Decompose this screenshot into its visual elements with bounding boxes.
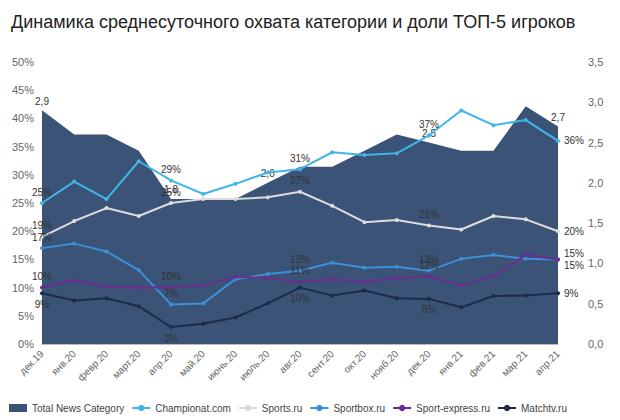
svg-text:15%: 15% — [12, 253, 34, 265]
svg-text:Total News Category: Total News Category — [32, 403, 124, 414]
svg-text:12%: 12% — [419, 260, 439, 271]
svg-text:25%: 25% — [32, 187, 52, 198]
svg-text:31%: 31% — [290, 153, 310, 164]
svg-text:45%: 45% — [12, 84, 34, 96]
svg-text:29%: 29% — [161, 164, 181, 175]
svg-text:30%: 30% — [12, 169, 34, 181]
svg-text:июль.20: июль.20 — [237, 348, 272, 383]
svg-text:май.20: май.20 — [177, 348, 208, 379]
svg-text:36%: 36% — [564, 135, 584, 146]
svg-text:8%: 8% — [422, 304, 437, 315]
svg-text:21%: 21% — [419, 209, 439, 220]
svg-text:сент.20: сент.20 — [305, 348, 337, 380]
svg-text:1,5: 1,5 — [588, 217, 603, 229]
svg-text:15%: 15% — [564, 260, 584, 271]
svg-text:дек.19: дек.19 — [17, 348, 46, 377]
svg-text:янв.21: янв.21 — [436, 348, 465, 377]
svg-text:11%: 11% — [290, 265, 309, 276]
svg-text:март.20: март.20 — [110, 348, 143, 381]
svg-text:2,5: 2,5 — [588, 137, 603, 149]
svg-text:20%: 20% — [564, 226, 584, 237]
svg-text:3,0: 3,0 — [588, 96, 603, 108]
svg-text:13%: 13% — [290, 254, 310, 265]
svg-text:3,5: 3,5 — [588, 56, 603, 68]
svg-text:2,0: 2,0 — [260, 168, 275, 180]
svg-text:40%: 40% — [12, 112, 34, 124]
svg-text:20%: 20% — [12, 225, 34, 237]
svg-text:5%: 5% — [18, 310, 34, 322]
svg-text:фев.21: фев.21 — [466, 348, 497, 379]
svg-text:янв.20: янв.20 — [49, 348, 78, 377]
svg-text:0%: 0% — [18, 338, 34, 350]
svg-text:0,0: 0,0 — [588, 338, 603, 350]
svg-text:Sport-express.ru: Sport-express.ru — [416, 403, 490, 414]
svg-text:окт.20: окт.20 — [341, 348, 368, 375]
svg-text:дек.20: дек.20 — [404, 348, 433, 377]
svg-text:25%: 25% — [161, 187, 181, 198]
svg-text:27%: 27% — [290, 175, 310, 186]
svg-text:10%: 10% — [32, 271, 52, 282]
svg-text:апр.20: апр.20 — [146, 348, 176, 378]
svg-text:25%: 25% — [12, 197, 34, 209]
svg-text:нояб.20: нояб.20 — [367, 348, 401, 382]
svg-text:Динамика среднесуточного охват: Динамика среднесуточного охвата категори… — [11, 12, 575, 32]
svg-text:мар.21: мар.21 — [499, 348, 530, 379]
svg-text:9%: 9% — [35, 299, 50, 310]
svg-text:7%: 7% — [164, 288, 179, 299]
svg-text:2,7: 2,7 — [551, 112, 565, 123]
svg-text:апр.21: апр.21 — [533, 348, 563, 378]
svg-text:10%: 10% — [290, 293, 310, 304]
svg-text:2,0: 2,0 — [588, 177, 603, 189]
svg-text:15%: 15% — [564, 248, 584, 259]
svg-text:Sportbox.ru: Sportbox.ru — [333, 403, 385, 414]
svg-text:июнь.20: июнь.20 — [205, 348, 240, 383]
svg-text:февр.20: февр.20 — [75, 348, 110, 383]
svg-text:2,9: 2,9 — [35, 96, 49, 107]
svg-text:17%: 17% — [32, 232, 52, 243]
svg-text:9%: 9% — [564, 288, 579, 299]
svg-text:50%: 50% — [12, 56, 34, 68]
svg-text:35%: 35% — [12, 141, 34, 153]
svg-text:Sports.ru: Sports.ru — [262, 403, 303, 414]
svg-text:37%: 37% — [419, 119, 439, 130]
svg-text:1,0: 1,0 — [588, 257, 603, 269]
svg-text:3%: 3% — [164, 333, 179, 344]
svg-text:авг.20: авг.20 — [277, 348, 304, 375]
svg-text:10%: 10% — [161, 271, 181, 282]
svg-text:0,5: 0,5 — [588, 298, 603, 310]
svg-text:19%: 19% — [32, 220, 52, 231]
svg-text:Championat.com: Championat.com — [155, 403, 231, 414]
svg-text:Matchtv.ru: Matchtv.ru — [521, 403, 567, 414]
svg-text:10%: 10% — [12, 282, 34, 294]
